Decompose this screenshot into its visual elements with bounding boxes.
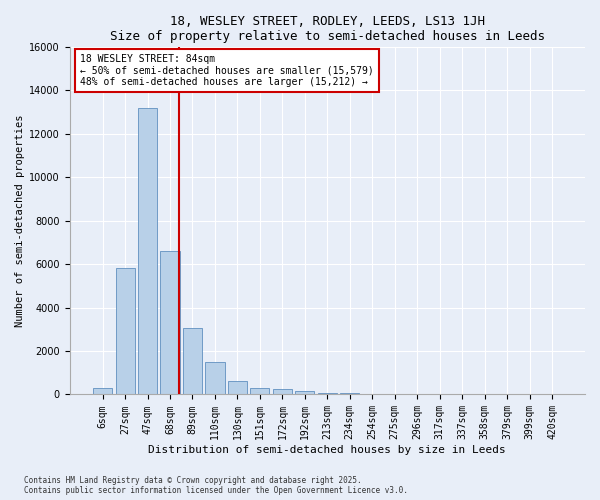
Y-axis label: Number of semi-detached properties: Number of semi-detached properties [15,114,25,327]
Bar [228,381,247,394]
Bar [273,389,292,394]
Bar [183,328,202,394]
Bar [340,392,359,394]
Bar [93,388,112,394]
Bar [250,388,269,394]
X-axis label: Distribution of semi-detached houses by size in Leeds: Distribution of semi-detached houses by … [148,445,506,455]
Bar [160,251,179,394]
Text: Contains HM Land Registry data © Crown copyright and database right 2025.
Contai: Contains HM Land Registry data © Crown c… [24,476,408,495]
Bar [205,362,224,394]
Bar [138,108,157,395]
Text: 18 WESLEY STREET: 84sqm
← 50% of semi-detached houses are smaller (15,579)
48% o: 18 WESLEY STREET: 84sqm ← 50% of semi-de… [80,54,374,87]
Bar [116,268,134,394]
Bar [318,392,337,394]
Bar [295,391,314,394]
Title: 18, WESLEY STREET, RODLEY, LEEDS, LS13 1JH
Size of property relative to semi-det: 18, WESLEY STREET, RODLEY, LEEDS, LS13 1… [110,15,545,43]
